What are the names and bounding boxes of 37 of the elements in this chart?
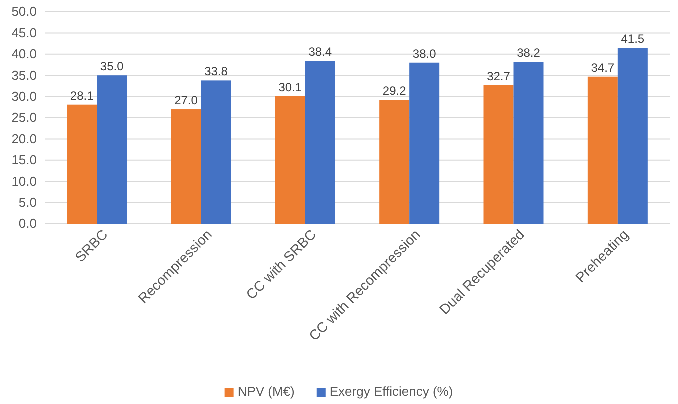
bar (410, 62, 440, 224)
legend-label: NPV (M€) (238, 384, 295, 399)
bar (484, 85, 514, 224)
y-tick-label: 5.0 (18, 194, 37, 210)
y-tick-label: 30.0 (12, 88, 37, 104)
y-tick-label: 25.0 (12, 110, 37, 126)
y-tick-label: 0.0 (18, 216, 37, 232)
bar (67, 104, 98, 224)
y-tick-label: 45.0 (12, 25, 37, 40)
data-label: 38.4 (308, 45, 332, 60)
bar (618, 48, 648, 224)
bar (201, 80, 232, 224)
data-label: 30.1 (278, 80, 302, 94)
bar (588, 76, 618, 224)
data-label: 41.5 (621, 32, 645, 46)
bar (380, 100, 410, 224)
y-tick-label: 20.0 (12, 131, 37, 146)
data-label: 38.0 (412, 46, 437, 61)
y-tick-label: 10.0 (12, 174, 37, 189)
y-tick-label: 15.0 (12, 152, 37, 168)
legend-label: Exergy Efficiency (%) (330, 384, 454, 399)
y-tick-label: 50.0 (12, 4, 37, 20)
y-tick-label: 40.0 (12, 46, 37, 62)
bar (97, 76, 128, 224)
data-label: 28.1 (70, 88, 94, 103)
data-label: 34.7 (591, 60, 615, 75)
bar (275, 96, 306, 224)
data-label: 33.8 (204, 64, 228, 79)
data-label: 29.2 (382, 84, 407, 98)
data-label: 27.0 (174, 94, 198, 108)
bar (514, 62, 544, 224)
data-label: 38.2 (517, 46, 541, 60)
bar (305, 61, 336, 224)
data-label: 35.0 (100, 60, 124, 74)
bar (171, 110, 202, 224)
data-label: 32.7 (487, 69, 511, 84)
y-tick-label: 35.0 (12, 68, 37, 83)
